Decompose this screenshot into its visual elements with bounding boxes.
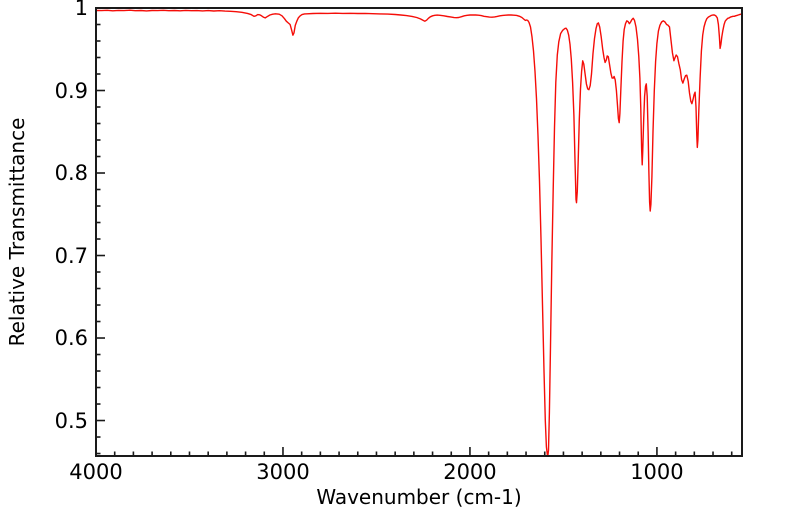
y-tick-label: 1 <box>74 0 88 20</box>
y-tick-label: 0.9 <box>54 78 88 103</box>
y-axis-title: Relative Transmittance <box>5 117 29 347</box>
y-tick-label: 0.7 <box>54 243 88 268</box>
plot-frame <box>95 7 743 457</box>
y-tick-label: 0.5 <box>54 408 88 433</box>
x-axis-title: Wavenumber (cm-1) <box>316 485 522 509</box>
x-tick-label: 3000 <box>256 460 310 484</box>
y-tick-label: 0.8 <box>54 161 88 185</box>
x-tick-label: 1000 <box>630 460 684 484</box>
y-tick-label: 0.6 <box>54 326 88 351</box>
x-tick-label: 4000 <box>69 460 123 484</box>
x-tick-label: 2000 <box>443 460 497 484</box>
spectrum-line <box>96 9 742 456</box>
